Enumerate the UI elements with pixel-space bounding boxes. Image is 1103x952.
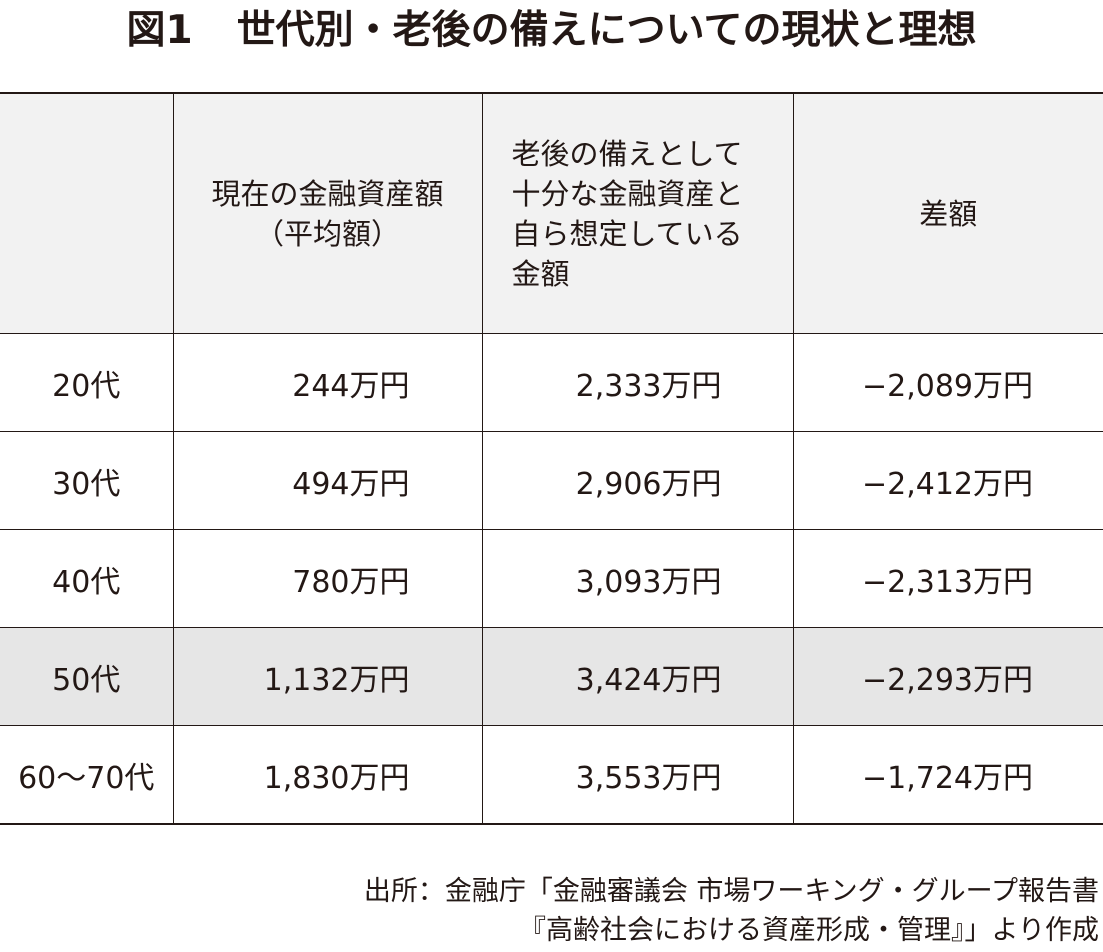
table-row: 20代 244万円 2,333万円 −2,089万円 [0,333,1103,432]
age-group-cell: 40代 [0,529,174,628]
figure-title: 図1 世代別・老後の備えについての現状と理想 [0,4,1103,58]
table-row: 40代 780万円 3,093万円 −2,313万円 [0,529,1103,628]
figure-number: 図1 [126,8,193,53]
current-assets-cell: 1,132万円 [172,627,483,726]
table-row: 30代 494万円 2,906万円 −2,412万円 [0,431,1103,530]
header-difference: 差額 [792,92,1103,334]
header-current-assets: 現在の金融資産額 （平均額） [172,92,483,334]
age-group-cell: 60〜70代 [0,725,174,825]
target-assets-cell: 2,333万円 [481,333,794,432]
age-group-cell: 50代 [0,627,174,726]
header-line: 十分な金融資産と [511,176,744,211]
difference-cell: −2,412万円 [792,431,1103,530]
current-assets-cell: 1,830万円 [172,725,483,825]
target-assets-cell: 3,424万円 [481,627,794,726]
header-target-assets: 老後の備えとして 十分な金融資産と 自ら想定している 金額 [481,92,794,334]
source-note-line-2: 『高齢社会における資産形成・管理』」より作成 [519,915,1099,946]
table-row: 60〜70代 1,830万円 3,553万円 −1,724万円 [0,725,1103,825]
header-line: 自ら想定している [511,216,743,251]
current-assets-cell: 494万円 [172,431,483,530]
table-header-row: 現在の金融資産額 （平均額） 老後の備えとして 十分な金融資産と 自ら想定してい… [0,92,1103,334]
difference-cell: −2,293万円 [792,627,1103,726]
table-row-highlighted: 50代 1,132万円 3,424万円 −2,293万円 [0,627,1103,726]
difference-cell: −2,313万円 [792,529,1103,628]
header-line: 金額 [511,256,570,291]
comparison-table: 現在の金融資産額 （平均額） 老後の備えとして 十分な金融資産と 自ら想定してい… [0,92,1103,825]
difference-cell: −2,089万円 [792,333,1103,432]
header-line: 現在の金融資産額 [211,176,444,211]
target-assets-cell: 2,906万円 [481,431,794,530]
header-cell-blank [0,92,174,334]
target-assets-cell: 3,553万円 [481,725,794,825]
difference-cell: −1,724万円 [792,725,1103,825]
current-assets-cell: 780万円 [172,529,483,628]
target-assets-cell: 3,093万円 [481,529,794,628]
source-note-line-1: 出所：金融庁「金融審議会 市場ワーキング・グループ報告書 [363,876,1099,907]
figure-title-text: 世代別・老後の備えについての現状と理想 [236,8,977,53]
current-assets-cell: 244万円 [172,333,483,432]
age-group-cell: 30代 [0,431,174,530]
age-group-cell: 20代 [0,333,174,432]
header-line: 差額 [919,196,978,231]
header-line: （平均額） [254,216,400,251]
header-line: 老後の備えとして [511,136,743,171]
